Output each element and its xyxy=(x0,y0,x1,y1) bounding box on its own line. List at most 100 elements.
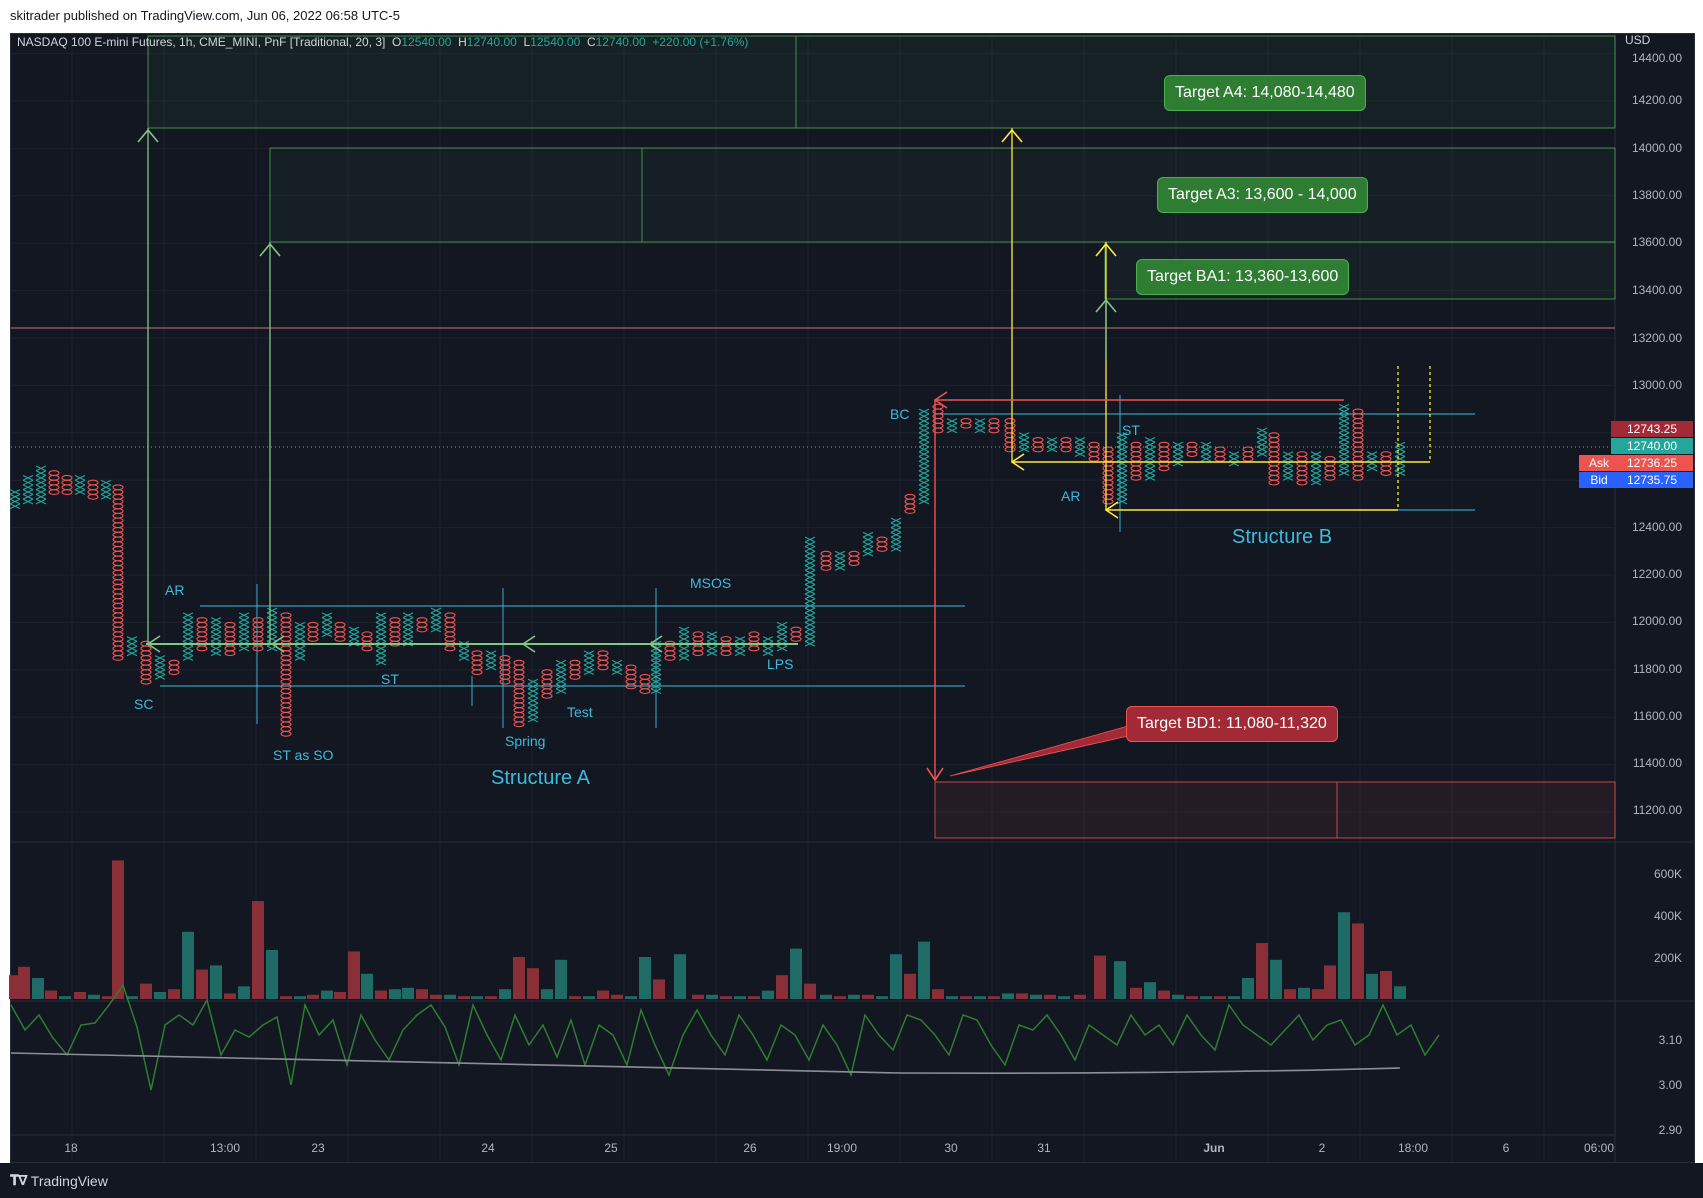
pnf-o xyxy=(140,673,152,680)
pnf-x xyxy=(100,479,112,486)
pnf-x xyxy=(1282,465,1294,472)
pnf-x xyxy=(527,683,539,690)
price-tick: 12400.00 xyxy=(1632,520,1682,534)
published-header: skitrader published on TradingView.com, … xyxy=(0,0,1703,30)
volume-bar xyxy=(513,957,525,999)
pnf-x xyxy=(266,621,278,628)
pnf-o xyxy=(112,593,124,600)
volume-bar xyxy=(1352,923,1364,999)
pnf-o xyxy=(1158,451,1170,458)
pnf-x xyxy=(1116,470,1128,476)
pnf-o xyxy=(471,655,483,661)
pnf-o xyxy=(112,621,124,628)
volume-bar xyxy=(1030,994,1042,999)
tradingview-logo[interactable]: 𝐓∇ TradingView xyxy=(10,1173,108,1189)
price-tick: 13800.00 xyxy=(1632,188,1682,202)
pnf-x xyxy=(1338,446,1350,453)
pnf-o xyxy=(224,645,236,652)
pnf-x xyxy=(1046,441,1058,448)
pnf-x xyxy=(74,474,86,481)
pnf-x xyxy=(35,479,47,486)
pnf-o xyxy=(541,688,553,695)
volume-bar xyxy=(776,975,788,999)
pnf-x xyxy=(527,693,539,699)
volume-bar xyxy=(1130,987,1142,999)
pnf-o xyxy=(112,645,124,652)
pnf-o xyxy=(820,560,832,567)
pnf-x xyxy=(804,602,816,609)
target-a4-label[interactable]: Target A4: 14,080-14,480 xyxy=(1164,75,1366,111)
volume-bar xyxy=(1144,982,1156,999)
time-tick: 18:00 xyxy=(1398,1141,1428,1155)
pnf-x xyxy=(918,422,930,429)
volume-bar xyxy=(1172,994,1184,999)
price-tick: 11400.00 xyxy=(1633,756,1682,770)
target-bd1-label[interactable]: Target BD1: 11,080-11,320 xyxy=(1126,706,1338,742)
volume-bar xyxy=(790,948,802,999)
pnf-o xyxy=(1268,474,1280,481)
target-ba1-label[interactable]: Target BA1: 13,360-13,600 xyxy=(1136,259,1350,295)
pnf-o xyxy=(444,621,456,628)
pnf-x xyxy=(650,674,662,680)
volume-bar xyxy=(820,994,832,999)
pnf-o xyxy=(280,664,292,671)
pnf-x xyxy=(706,631,718,638)
pnf-x xyxy=(35,493,47,500)
pnf-x xyxy=(238,631,250,638)
pnf-x xyxy=(375,631,387,638)
volume-bar xyxy=(18,966,30,999)
pnf-o xyxy=(692,645,704,652)
pnf-x xyxy=(266,612,278,619)
pnf-x xyxy=(238,621,250,628)
pnf-x xyxy=(834,550,846,557)
chart-frame[interactable] xyxy=(10,33,1695,1163)
pnf-x xyxy=(485,664,497,671)
pnf-x xyxy=(321,631,333,638)
pnf-x xyxy=(1310,465,1322,472)
pnf-o xyxy=(112,560,124,567)
price-label-high: 12743.25 xyxy=(1611,421,1693,437)
pnf-o xyxy=(48,484,60,491)
pnf-x xyxy=(1200,456,1212,462)
pnf-x xyxy=(1338,427,1350,434)
pnf-o xyxy=(112,655,124,661)
volume-bar xyxy=(748,996,760,999)
pnf-x xyxy=(804,612,816,619)
target-a3-label[interactable]: Target A3: 13,600 - 14,000 xyxy=(1157,177,1368,213)
pnf-o xyxy=(820,550,832,557)
pnf-o xyxy=(569,664,581,671)
pnf-x xyxy=(294,631,306,638)
pnf-o xyxy=(513,664,525,671)
pnf-o xyxy=(1130,470,1142,477)
pnf-x xyxy=(1144,470,1156,476)
pnf-o xyxy=(1004,418,1016,424)
pnf-o xyxy=(196,645,208,652)
pnf-x xyxy=(946,418,958,424)
anno-bc: BC xyxy=(890,406,910,422)
volume-bar xyxy=(102,996,114,999)
price-tick: 11200.00 xyxy=(1633,803,1682,817)
pnf-x xyxy=(834,560,846,567)
pnf-o xyxy=(1032,436,1044,443)
pnf-o xyxy=(112,536,124,543)
pnf-x xyxy=(1228,456,1240,462)
pnf-o xyxy=(112,517,124,524)
pnf-x xyxy=(238,612,250,619)
pnf-x xyxy=(1144,451,1156,457)
time-tick: 24 xyxy=(481,1141,495,1155)
volume-bar xyxy=(674,954,686,999)
pnf-o xyxy=(513,678,525,685)
pnf-o xyxy=(876,536,888,543)
price-tick: 11800.00 xyxy=(1633,662,1682,676)
volume-bar xyxy=(280,996,292,999)
pnf-o xyxy=(112,508,124,514)
pnf-x xyxy=(294,645,306,652)
pnf-o xyxy=(1158,441,1170,448)
volume-bar xyxy=(88,994,100,999)
pnf-x xyxy=(527,711,539,718)
pnf-o xyxy=(1352,446,1364,453)
pnf-x xyxy=(804,640,816,647)
pnf-x xyxy=(890,527,902,533)
pnf-o xyxy=(87,493,99,500)
